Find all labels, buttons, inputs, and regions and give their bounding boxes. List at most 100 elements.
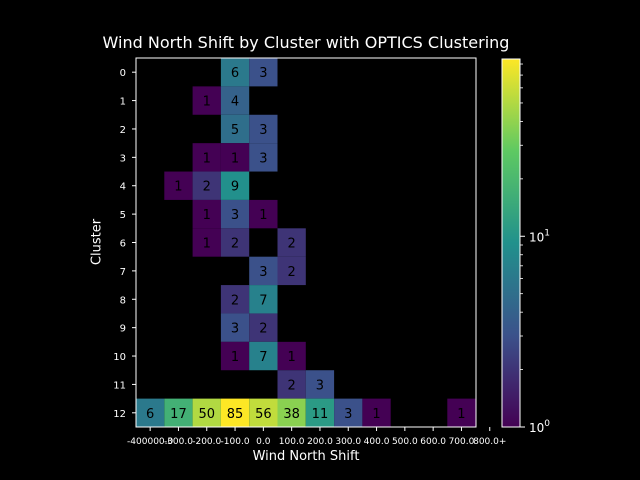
cell-value-label: 4 [231,95,239,110]
cell-value-label: 3 [259,265,267,280]
cell-value-label: 1 [203,237,211,252]
cell-value-label: 1 [231,350,239,365]
heatmap-cell [220,143,250,172]
heatmap-cell [192,398,221,427]
heatmap-cell [220,86,250,115]
heatmap-cell [277,256,306,286]
x-tick-label: -300.0 [164,437,193,447]
cell-value-label: 1 [203,208,211,223]
x-tick-label: 0.0 [256,437,271,447]
cell-value-label: 2 [259,322,267,337]
cell-value-label: 1 [203,95,211,110]
x-tick-label: 300.0 [335,437,361,447]
cell-value-label: 56 [255,407,272,422]
cell-value-label: 6 [146,407,154,422]
cell-value-label: 1 [457,407,465,422]
heatmap-cell [305,398,335,427]
heatmap-cell [220,313,250,342]
heatmap-cell [305,370,335,399]
heatmap-cell [192,143,221,172]
heatmap-cell [249,256,278,286]
x-tick-label: -200.0 [192,437,221,447]
heatmap-cell [220,285,250,314]
y-tick-label: 0 [120,68,126,79]
colorbar [501,58,521,428]
cell-value-label: 1 [174,180,182,195]
title: Wind North Shift by Cluster with OPTICS … [102,33,510,52]
heatmap-cell [249,114,278,144]
heatmap-cell [192,171,221,200]
cell-value-label: 2 [288,265,296,280]
heatmap-cell [164,398,193,427]
cell-value-label: 1 [203,151,211,166]
y-tick-label: 11 [113,380,126,391]
cell-value-label: 2 [288,378,296,393]
heatmap-cell [192,199,221,229]
heatmap-cell [249,398,278,427]
cell-value-label: 38 [283,407,300,422]
cell-value-label: 3 [259,66,267,81]
colorbar-tick-label: 101 [529,228,550,244]
y-tick-label: 9 [120,324,126,335]
heatmap-cell [164,171,193,200]
colorbar-tick-label: 100 [529,419,550,435]
y-tick-label: 5 [120,210,126,221]
x-tick-label: 500.0 [392,437,418,447]
heatmap-cell [192,86,221,115]
cell-value-label: 3 [231,322,239,337]
y-tick-label: 3 [120,153,126,164]
cell-value-label: 2 [203,180,211,195]
cell-value-label: 3 [316,378,324,393]
cell-value-label: 17 [170,407,187,422]
heatmap-cell [249,199,278,229]
y-tick-label: 7 [120,267,126,278]
y-tick-label: 10 [113,352,126,363]
heatmap-cell [249,341,278,371]
cell-value-label: 2 [288,237,296,252]
x-tick-label: 600.0 [420,437,446,447]
y-tick-label: 12 [113,409,126,420]
heatmap-cell [136,398,165,427]
heatmap-cell [249,285,278,314]
cell-value-label: 5 [231,123,239,138]
heatmap-cell [249,143,278,172]
heatmap-cell [220,398,250,427]
cell-value-label: 1 [288,350,296,365]
cell-value-label: 1 [231,151,239,166]
cell-value-label: 9 [231,180,239,195]
x-tick-label: 800.0+ [473,437,506,447]
cell-value-label: 50 [198,407,215,422]
cell-value-label: 2 [231,237,239,252]
cell-value-label: 1 [259,208,267,223]
heatmap-cell [220,171,250,200]
heatmap-cell [447,398,476,427]
heatmap-cell [220,58,250,87]
heatmap-cell [277,370,306,399]
x-tick-label: -400000.0 [127,437,173,447]
x-tick-label: -100.0 [221,437,250,447]
y-tick-label: 8 [120,295,126,306]
y-tick-label: 6 [120,239,126,250]
heatmap-cell [277,228,306,257]
heatmap-cell [220,228,250,257]
cell-value-label: 3 [344,407,352,422]
y-tick-label: 1 [120,97,126,108]
y-tick-label: 4 [120,182,126,193]
heatmap-cell [277,341,306,371]
cell-value-label: 3 [259,151,267,166]
heatmap-cell [220,114,250,144]
cell-value-label: 11 [312,407,329,422]
heatmap-cell [249,313,278,342]
heatmap-cell [362,398,391,427]
heatmap-cell [192,228,221,257]
cell-value-label: 85 [227,407,244,422]
cell-value-label: 1 [372,407,380,422]
cell-value-label: 3 [231,208,239,223]
cell-value-label: 6 [231,66,239,81]
x-tick-label: 200.0 [307,437,333,447]
heatmap-cell [334,398,363,427]
x-tick-label: 700.0 [449,437,475,447]
cell-value-label: 3 [259,123,267,138]
y-tick-label: 2 [120,125,126,136]
